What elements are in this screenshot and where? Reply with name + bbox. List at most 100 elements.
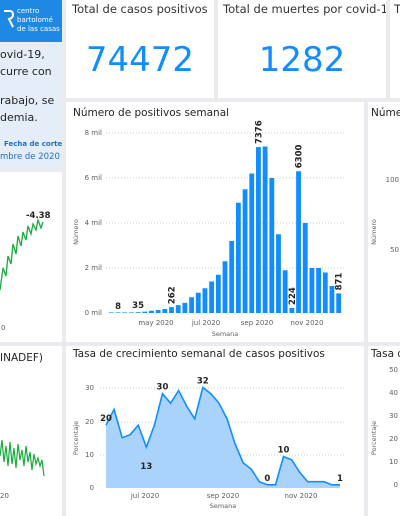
kpi-total-deaths: Total de muertes por covid-19 1282 [218, 0, 386, 98]
weekly-data-label: 262 [168, 286, 178, 304]
right-bottom-ytick-5: 0 [394, 481, 398, 489]
growth-data-label: 30 [157, 383, 169, 393]
growth-area [106, 387, 340, 488]
weekly-data-label: 35 [132, 301, 144, 311]
weekly-ytick-1: 2 mil [85, 264, 102, 272]
left-bottom-line [0, 439, 45, 477]
right-top-ytick-1: 50 [390, 246, 399, 254]
weekly-ytick-3: 6 mil [85, 174, 102, 182]
right-top-title: Númer [371, 107, 400, 119]
weekly-bar [249, 173, 255, 313]
weekly-bar [316, 268, 322, 313]
growth-ylabel: Porcentaje [72, 421, 80, 455]
weekly-bar [189, 297, 194, 313]
weekly-bar [329, 286, 335, 313]
growth-chart-svg: Porcentaje 0 10 20 30 20 13 30 32 0 10 1 jul 2… [72, 376, 346, 510]
right-bottom-title: Tasa d [371, 348, 400, 360]
weekly-xtick-1: jul 2020 [191, 319, 220, 327]
left-top-chart: -4.38 0 [0, 172, 62, 342]
growth-xtick-2: nov 2020 [285, 492, 318, 500]
logo-banner: centro bartolomé de las casas [0, 0, 62, 42]
logo-line1: centro [17, 7, 40, 15]
weekly-bar [269, 178, 275, 313]
cutoff-value: mbre de 2020 [0, 152, 60, 162]
right-bottom-ytick-0: 50 [389, 366, 398, 374]
weekly-bar [229, 241, 235, 313]
growth-data-label: 1 [337, 474, 343, 484]
left-top-label: -4.38 [26, 211, 51, 221]
right-top-ytick-0: 100 [386, 176, 399, 184]
growth-data-labels: 20 13 30 32 0 10 1 [100, 376, 343, 483]
kpi-deaths-value: 1282 [258, 40, 346, 80]
weekly-bar [202, 288, 208, 313]
logo-line2: bartolomé [17, 16, 53, 24]
growth-data-label: 13 [140, 462, 152, 472]
weekly-data-label: 8 [115, 302, 121, 312]
growth-xtick-0: jul 2020 [130, 492, 159, 500]
logo-line3: de las casas [17, 25, 60, 33]
kpi-cases-value: 74472 [85, 40, 195, 80]
weekly-bar [115, 312, 121, 313]
weekly-bar [235, 202, 241, 313]
weekly-positives-card: Número de positivos semanal Número 0 mil… [66, 102, 364, 342]
weekly-bar [135, 312, 141, 313]
weekly-bar [162, 308, 168, 313]
growth-line [105, 386, 340, 486]
cutoff-label: Fecha de corte [4, 140, 62, 148]
weekly-bar [289, 307, 295, 313]
growth-xtick-1: sep 2020 [207, 492, 239, 500]
weekly-data-label: 871 [335, 273, 345, 291]
logo-icon [4, 10, 14, 28]
left-top-xtick: 0 [1, 324, 5, 332]
weekly-bar [276, 234, 281, 313]
kpi-deaths-label: Total de muertes por covid-19 [223, 2, 386, 16]
weekly-bar [108, 312, 114, 313]
weekly-xtick-0: may 2020 [138, 319, 173, 327]
growth-ytick-2: 20 [85, 418, 94, 426]
weekly-bar [142, 311, 148, 313]
growth-chart-title: Tasa de crecimiento semanal de casos pos… [73, 348, 325, 360]
weekly-ytick-0: 0 mil [85, 309, 102, 317]
growth-data-label: 20 [100, 414, 112, 424]
growth-ytick-3: 30 [85, 384, 94, 392]
growth-data-label: 0 [264, 474, 270, 484]
info-line4: demia. [0, 111, 38, 124]
kpi-third-label: T [394, 2, 400, 16]
weekly-data-label: 6300 [295, 145, 305, 169]
right-top-ylabel: Número [370, 219, 378, 245]
weekly-bar [182, 302, 188, 313]
left-bottom-xtick: 20 [0, 492, 9, 500]
growth-xlabel: Semana [210, 502, 237, 510]
left-bottom-chart: INADEF) 20 [0, 346, 62, 516]
weekly-xtick-3: nov 2020 [291, 319, 324, 327]
weekly-bar [336, 293, 342, 313]
weekly-ytick-2: 4 mil [85, 219, 102, 227]
growth-data-label: 32 [197, 376, 209, 386]
weekly-bar [195, 292, 201, 313]
weekly-data-labels: 8 35 262 7376 224 6300 871 [115, 120, 345, 312]
weekly-ylabel: Número [72, 219, 80, 245]
weekly-bar [256, 147, 261, 313]
weekly-bar [122, 312, 128, 313]
kpi-third-partial: T [390, 0, 400, 98]
weekly-bar [215, 274, 221, 313]
weekly-bar [149, 310, 154, 313]
weekly-xtick-2: sep 2020 [241, 319, 273, 327]
weekly-bar [296, 171, 301, 313]
info-line3: rabajo, se [0, 94, 55, 107]
info-card: ovid-19, curre con rabajo, se demia. Fec… [0, 42, 62, 168]
weekly-chart-svg: Número 0 mil 2 mil 4 mil 6 mil 8 mil 8 35… [72, 120, 345, 338]
left-top-chart-svg: -4.38 0 [0, 211, 51, 332]
right-bottom-ylabel: Porcentaje [370, 421, 378, 455]
right-top-svg: Número 100 50 [370, 176, 399, 254]
weekly-bar [322, 272, 328, 313]
weekly-gridlines [106, 132, 344, 269]
weekly-bar [175, 305, 181, 313]
weekly-xlabel: Semana [212, 330, 239, 338]
right-bottom-ytick-3: 20 [389, 435, 398, 443]
weekly-bar [309, 268, 315, 313]
weekly-data-label: 7376 [254, 120, 264, 144]
left-bottom-chart-svg: 20 [0, 439, 45, 500]
weekly-bars [108, 146, 342, 313]
left-top-line [0, 217, 44, 291]
